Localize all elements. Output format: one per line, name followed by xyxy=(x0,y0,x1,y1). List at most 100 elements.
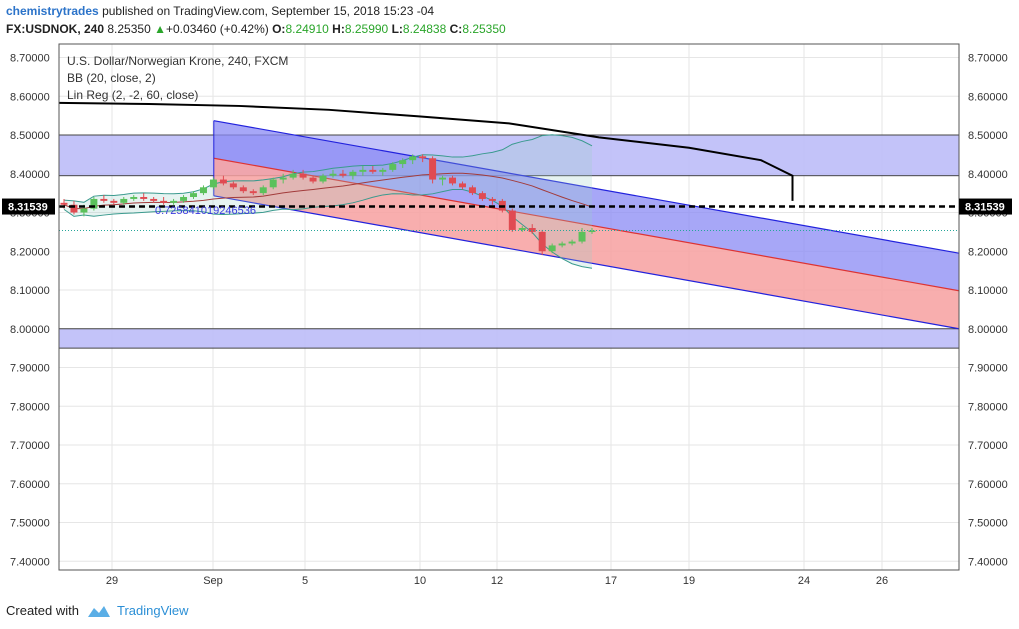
candle-body xyxy=(429,158,437,180)
y-tick-label-left: 7.80000 xyxy=(10,401,50,413)
y-tick-label-right: 7.50000 xyxy=(968,518,1008,530)
x-tick-label: 29 xyxy=(106,575,118,587)
x-tick-label: 26 xyxy=(876,575,888,587)
trend-curve xyxy=(58,101,794,201)
y-tick-label-right: 8.50000 xyxy=(968,130,1008,142)
symbol-name[interactable]: FX:USDNOK, 240 xyxy=(6,22,105,36)
candle-body xyxy=(399,160,407,165)
zone-rect xyxy=(58,328,960,349)
candle-body xyxy=(419,156,427,159)
y-tick-label-right: 7.60000 xyxy=(968,479,1008,491)
y-axis-left[interactable]: 8.700008.600008.500008.400008.300008.200… xyxy=(10,53,50,569)
price-lines xyxy=(59,205,959,232)
high-label: H: xyxy=(332,22,345,36)
symbol-bar: FX:USDNOK, 240 8.25350 ▲+0.03460 (+0.42%… xyxy=(6,22,506,36)
y-tick-label-left: 7.50000 xyxy=(10,518,50,530)
y-axis-right[interactable]: 8.700008.600008.500008.400008.300008.200… xyxy=(968,53,1008,569)
channel-upper-line xyxy=(213,120,960,254)
y-tick-label-left: 8.20000 xyxy=(10,246,50,258)
candle-body xyxy=(60,202,68,205)
tradingview-link[interactable]: TradingView xyxy=(116,603,189,618)
x-tick-label: 19 xyxy=(683,575,695,587)
y-tick-label-left: 7.60000 xyxy=(10,479,50,491)
candle-body xyxy=(339,173,347,176)
candle-body xyxy=(219,179,227,184)
x-tick-label: 5 xyxy=(302,575,308,587)
candle-body xyxy=(209,179,217,188)
price-chart[interactable]: 8.700008.600008.500008.400008.300008.200… xyxy=(0,40,1019,600)
close-label: C: xyxy=(449,22,463,36)
x-tick-label: 24 xyxy=(798,575,810,587)
y-tick-label-left: 8.10000 xyxy=(10,285,50,297)
y-tick-label-right: 8.20000 xyxy=(968,246,1008,258)
y-tick-label-left: 8.40000 xyxy=(10,169,50,181)
candle-body xyxy=(90,198,98,209)
x-tick-label: 10 xyxy=(414,575,426,587)
black-curve-line xyxy=(58,101,794,201)
candle-body xyxy=(478,193,486,199)
candle-body xyxy=(369,169,377,172)
candle-body xyxy=(538,231,546,252)
price-marker-right-label: 8.31539 xyxy=(965,202,1005,214)
candle-body xyxy=(199,187,207,194)
y-tick-label-right: 7.40000 xyxy=(968,556,1008,568)
price-marker-left-label: 8.31539 xyxy=(8,202,48,214)
price-marker-right-bg xyxy=(959,198,1012,215)
x-tick-label: Sep xyxy=(203,575,223,587)
candle-body xyxy=(528,228,536,232)
candle-body xyxy=(558,243,566,246)
candle-body xyxy=(140,197,148,199)
y-tick-label-left: 7.90000 xyxy=(10,363,50,375)
x-tick-label: 12 xyxy=(491,575,503,587)
low-label: L: xyxy=(391,22,403,36)
candle-body xyxy=(439,177,447,180)
candle-body xyxy=(289,173,297,178)
author-link[interactable]: chemistrytrades xyxy=(6,4,99,18)
candle-body xyxy=(359,169,367,172)
candle-body xyxy=(459,183,466,188)
candle-body xyxy=(568,241,576,244)
candle-body xyxy=(349,171,357,176)
candle-body xyxy=(449,177,457,184)
y-tick-label-left: 8.50000 xyxy=(10,130,50,142)
candle-body xyxy=(150,198,158,201)
bb-fill xyxy=(64,134,592,269)
chart-background xyxy=(0,40,1019,600)
y-tick-label-left: 7.40000 xyxy=(10,556,50,568)
change-value: +0.03460 (+0.42%) xyxy=(166,22,269,36)
publish-info: chemistrytrades published on TradingView… xyxy=(6,4,434,18)
candle-body xyxy=(548,245,556,252)
bb-upper-line xyxy=(63,134,593,203)
y-tick-label-right: 8.10000 xyxy=(968,285,1008,297)
candle-body xyxy=(160,200,168,203)
legend: U.S. Dollar/Norwegian Krone, 240, FXCM B… xyxy=(67,54,288,217)
candle-body xyxy=(229,183,237,188)
y-tick-label-left: 8.70000 xyxy=(10,53,50,65)
y-tick-label-right: 7.80000 xyxy=(968,401,1008,413)
candle-body xyxy=(130,197,138,199)
candle-body xyxy=(239,187,247,192)
y-tick-label-right: 7.70000 xyxy=(968,440,1008,452)
plot-frame xyxy=(58,43,960,571)
channel-lower-fill xyxy=(213,158,960,329)
candle-body xyxy=(578,231,586,242)
y-tick-label-left: 8.60000 xyxy=(10,91,50,103)
y-tick-label-right: 8.40000 xyxy=(968,169,1008,181)
y-tick-label-right: 8.60000 xyxy=(968,91,1008,103)
y-tick-label-right: 8.00000 xyxy=(968,324,1008,336)
candle-body xyxy=(190,193,197,197)
channel-mid-line xyxy=(213,157,960,292)
y-tick-label-left: 8.00000 xyxy=(10,324,50,336)
legend-linreg: Lin Reg (2, -2, 60, close) xyxy=(67,88,198,102)
low-value: 8.24838 xyxy=(402,22,447,36)
x-axis[interactable]: 29 Sep 5 10 12 17 19 24 26 xyxy=(106,575,888,587)
candle-body xyxy=(588,230,596,233)
candle-body xyxy=(299,173,307,178)
candle-body xyxy=(80,208,88,213)
candle-body xyxy=(389,164,397,170)
price-markers: 8.31539 8.31539 xyxy=(2,198,1012,215)
close-value: 8.25350 xyxy=(462,22,506,36)
tradingview-logo-icon xyxy=(87,605,110,617)
candle-body xyxy=(259,187,267,194)
published-text: published on TradingView.com, September … xyxy=(102,4,435,18)
